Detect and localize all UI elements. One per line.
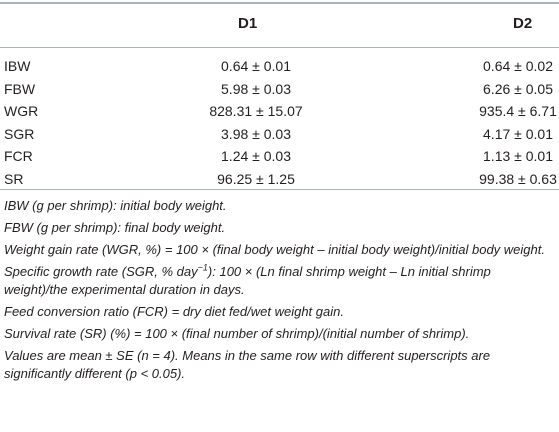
table-row: IBW 0.64 ± 0.01 0.64 ± 0.02 xyxy=(0,55,559,78)
table-bottom-rule xyxy=(0,189,559,190)
cell-d2: 0.64 ± 0.02 xyxy=(483,58,553,74)
cell-d1: 3.98 ± 0.03 xyxy=(221,125,291,142)
row-label: FCR xyxy=(4,148,33,164)
footnote-values: Values are mean ± SE (n = 4). Means in t… xyxy=(4,348,491,381)
row-label: SGR xyxy=(4,125,35,142)
column-header-d2: D2 xyxy=(513,15,533,32)
table-top-rule xyxy=(0,2,559,4)
table-row: WGR 828.31 ± 15.07 935.4 ± 6.71 xyxy=(0,100,559,123)
cell-d1: 1.24 ± 0.03 xyxy=(221,148,291,164)
cell-d1: 96.25 ± 1.25 xyxy=(217,170,295,187)
table-row: SGR 3.98 ± 0.03 4.17 ± 0.01 xyxy=(0,123,559,146)
table-body: IBW 0.64 ± 0.01 0.64 ± 0.02 FBW 5.98 ± 0… xyxy=(0,55,559,190)
table-row: FBW 5.98 ± 0.03 6.26 ± 0.05 xyxy=(0,78,559,101)
cell-d2: 4.17 ± 0.01 xyxy=(483,125,553,142)
cell-d2: 99.38 ± 0.63 xyxy=(479,170,557,187)
row-label: IBW xyxy=(4,58,31,74)
cell-d1: 828.31 ± 15.07 xyxy=(209,103,303,119)
table-header-row: D1 D2 xyxy=(0,9,559,39)
cell-d2: 6.26 ± 0.05 xyxy=(483,80,553,97)
footnote-fbw: FBW (g per shrimp): final body weight. xyxy=(4,220,226,235)
footnote-sgr-end: ): 100 × (Ln final shrimp weight – Ln in… xyxy=(4,264,491,297)
cell-d2: 1.13 ± 0.01 xyxy=(483,148,553,164)
cell-d2: 935.4 ± 6.71 xyxy=(479,103,557,119)
table-row: FCR 1.24 ± 0.03 1.13 ± 0.01 xyxy=(0,145,559,168)
row-label: WGR xyxy=(4,103,39,119)
footnote-sr: Survival rate (SR) (%) = 100 × (final nu… xyxy=(4,326,470,341)
row-label: FBW xyxy=(4,80,36,97)
cell-d1: 0.64 ± 0.01 xyxy=(221,58,291,74)
footnote-fcr: Feed conversion ratio (FCR) = dry diet f… xyxy=(4,304,344,319)
table-row: SR 96.25 ± 1.25 99.38 ± 0.63 xyxy=(0,168,559,191)
footnote-wgr: Weight gain rate (WGR, %) = 100 × (final… xyxy=(4,242,545,257)
table-header-rule xyxy=(0,47,559,48)
footnote-sgr-exponent: −1 xyxy=(197,262,208,273)
column-header-d1: D1 xyxy=(238,15,258,32)
footnote-ibw: IBW (g per shrimp): initial body weight. xyxy=(4,198,227,213)
cell-d1: 5.98 ± 0.03 xyxy=(221,80,291,97)
footnote-sgr-start: Specific growth rate (SGR, % day xyxy=(4,264,198,279)
footnote-sgr: Specific growth rate (SGR, % day−1): 100… xyxy=(4,263,556,299)
row-label: SR xyxy=(4,170,24,187)
table-footnotes: IBW (g per shrimp): initial body weight.… xyxy=(4,197,556,387)
